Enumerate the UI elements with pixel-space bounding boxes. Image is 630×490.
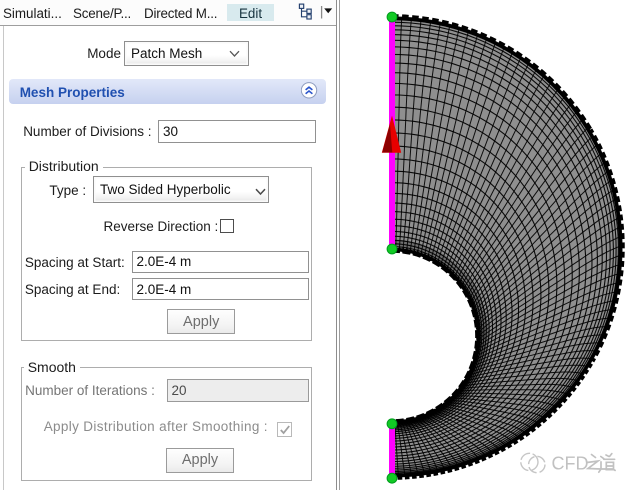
svg-text:CFD: CFD <box>552 454 589 474</box>
